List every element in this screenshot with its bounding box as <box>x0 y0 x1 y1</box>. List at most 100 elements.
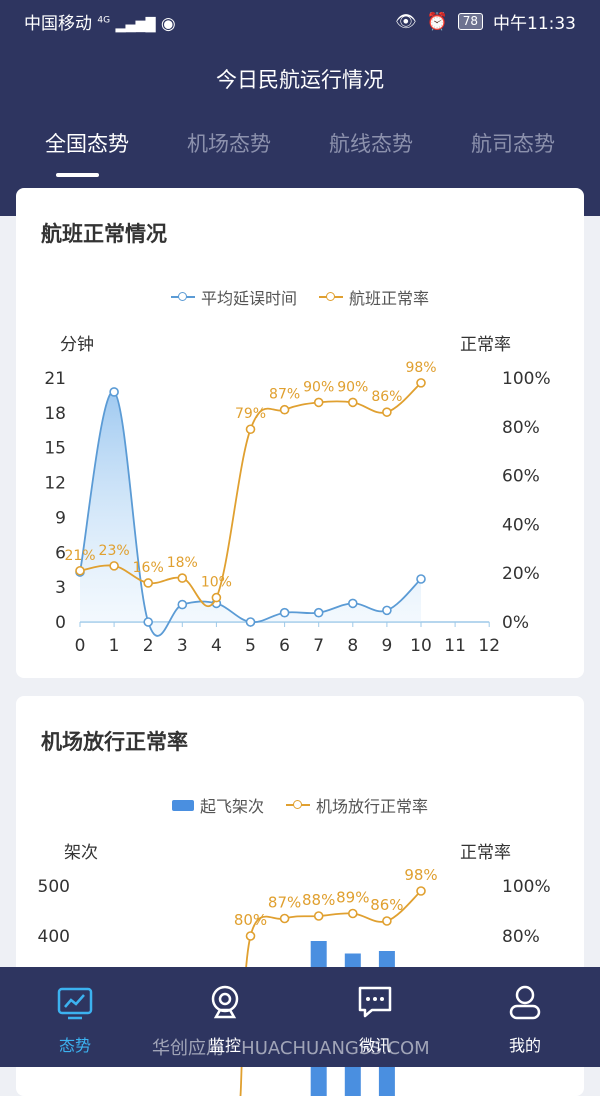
y-tick-right: 40% <box>502 515 540 535</box>
y-tick-right: 100% <box>502 877 551 897</box>
rate-data-label: 79% <box>235 406 266 422</box>
y-tick-right: 100% <box>502 369 551 389</box>
alarm-icon: ⏰ <box>427 12 448 32</box>
tab-airport[interactable]: 机场态势 <box>154 128 304 158</box>
nav-label: 态势 <box>0 1032 150 1056</box>
camera-icon <box>206 983 244 1021</box>
y-tick-left: 3 <box>55 578 66 598</box>
y-tick-left: 15 <box>44 439 66 459</box>
delay-point <box>383 606 391 614</box>
release-rate-point <box>315 912 323 920</box>
wifi-icon: ◉ <box>161 14 176 34</box>
tab-airline[interactable]: 航司态势 <box>438 128 588 158</box>
nav-item-situation[interactable]: 态势 <box>0 967 150 1067</box>
y-tick-left: 0 <box>55 613 66 633</box>
y-tick-right: 60% <box>502 467 540 487</box>
tab-national[interactable]: 全国态势 <box>12 128 162 158</box>
x-tick-label: 6 <box>279 636 290 656</box>
x-tick-label: 12 <box>478 636 500 656</box>
delay-point <box>349 599 357 607</box>
delay-point <box>417 575 425 583</box>
y-axis-right-title: 正常率 <box>460 843 511 863</box>
release-rate-label: 98% <box>404 866 437 884</box>
y-tick-left: 12 <box>44 474 66 494</box>
release-rate-label: 88% <box>302 891 335 909</box>
rate-point <box>110 562 118 570</box>
x-tick-label: 1 <box>109 636 120 656</box>
network-type: 4G <box>97 15 110 25</box>
status-left: 中国移动 4G ▂▄▆█ ◉ <box>24 9 176 34</box>
rate-point <box>247 425 255 433</box>
rate-point <box>281 406 289 414</box>
carrier-label: 中国移动 <box>24 14 92 34</box>
rate-data-label: 90% <box>303 379 334 395</box>
release-rate-label: 87% <box>268 894 301 912</box>
y-tick-left: 500 <box>38 877 70 897</box>
release-rate-point <box>383 917 391 925</box>
rate-point <box>417 379 425 387</box>
watermark: 华创应用 · HUACHUANGSS.COM <box>152 1034 430 1060</box>
x-tick-label: 10 <box>410 636 432 656</box>
rate-data-label: 86% <box>371 389 402 405</box>
y-tick-left: 400 <box>38 927 70 947</box>
y-tick-right: 80% <box>502 927 540 947</box>
rate-data-label: 23% <box>99 543 130 559</box>
delay-point <box>281 609 289 617</box>
release-rate-label: 80% <box>234 911 267 929</box>
y-tick-right: 80% <box>502 418 540 438</box>
rate-point <box>315 398 323 406</box>
rate-point <box>178 574 186 582</box>
clock-label: 中午11:33 <box>493 9 576 34</box>
chat-icon <box>356 983 394 1021</box>
nav-label: 我的 <box>450 1032 600 1056</box>
y-tick-right: 0% <box>502 613 529 633</box>
status-bar: 中国移动 4G ▂▄▆█ ◉ 👁 ⏰ 78 中午11:33 <box>0 0 600 40</box>
tab-active-indicator <box>56 173 99 177</box>
y-axis-right-title: 正常率 <box>460 335 511 355</box>
y-axis-left-title: 分钟 <box>60 335 94 355</box>
rate-data-label: 87% <box>269 387 300 403</box>
rate-data-label: 90% <box>337 379 368 395</box>
rate-data-label: 18% <box>167 555 198 571</box>
x-tick-label: 11 <box>444 636 466 656</box>
release-rate-point <box>247 932 255 940</box>
signal-icon: ▂▄▆█ <box>116 18 156 33</box>
rate-data-label: 10% <box>201 575 232 591</box>
y-tick-left: 18 <box>44 404 66 424</box>
release-rate-point <box>281 915 289 923</box>
rate-point <box>212 594 220 602</box>
release-rate-label: 89% <box>336 889 369 907</box>
y-axis-left-title: 架次 <box>64 843 98 863</box>
x-tick-label: 8 <box>347 636 358 656</box>
x-tick-label: 3 <box>177 636 188 656</box>
rate-point <box>349 398 357 406</box>
rate-data-label: 98% <box>405 360 436 376</box>
rate-point <box>144 579 152 587</box>
rate-point <box>383 408 391 416</box>
rate-data-label: 21% <box>64 548 95 564</box>
y-tick-left: 21 <box>44 369 66 389</box>
user-icon <box>506 983 544 1021</box>
y-tick-left: 9 <box>55 508 66 528</box>
y-tick-right: 20% <box>502 564 540 584</box>
release-rate-label: 86% <box>370 896 403 914</box>
tab-route[interactable]: 航线态势 <box>296 128 446 158</box>
nav-item-mine[interactable]: 我的 <box>450 967 600 1067</box>
delay-point <box>315 609 323 617</box>
chart-icon <box>56 983 94 1021</box>
delay-point <box>178 601 186 609</box>
x-tick-label: 5 <box>245 636 256 656</box>
rate-data-label: 16% <box>133 560 164 576</box>
battery-icon: 78 <box>458 13 483 30</box>
status-right: 👁 ⏰ 78 中午11:33 <box>395 9 576 34</box>
delay-point <box>144 618 152 626</box>
x-tick-label: 0 <box>75 636 86 656</box>
x-tick-label: 4 <box>211 636 222 656</box>
tab-bar: 全国态势 机场态势 航线态势 航司态势 <box>0 128 600 178</box>
x-tick-label: 9 <box>381 636 392 656</box>
delay-point <box>247 618 255 626</box>
release-rate-point <box>349 910 357 918</box>
delay-point <box>110 388 118 396</box>
